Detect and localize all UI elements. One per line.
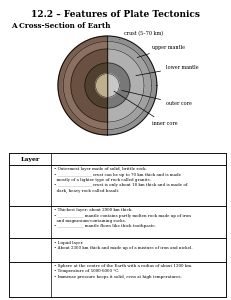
Text: • Thickest layer; about 2900 km thick.
• _____________ mantle contains partly mo: • Thickest layer; about 2900 km thick. •… xyxy=(54,208,191,228)
Text: outer core: outer core xyxy=(122,90,192,106)
Text: 12.2 – Features of Plate Tectonics: 12.2 – Features of Plate Tectonics xyxy=(31,10,200,19)
Polygon shape xyxy=(107,74,119,97)
Text: • Sphere at the centre of the Earth with a radius of about 1200 km.
• Temperatur: • Sphere at the centre of the Earth with… xyxy=(54,264,192,279)
Text: inner core: inner core xyxy=(114,91,177,126)
Polygon shape xyxy=(85,63,107,108)
Bar xyxy=(9,165,226,206)
Polygon shape xyxy=(96,74,107,97)
Polygon shape xyxy=(107,36,157,135)
Polygon shape xyxy=(107,63,130,108)
Bar xyxy=(9,206,226,238)
Text: • Outermost layer made of solid, brittle rock.
• _________________ crust can be : • Outermost layer made of solid, brittle… xyxy=(54,167,187,193)
Text: Layer: Layer xyxy=(20,157,40,161)
Polygon shape xyxy=(107,49,144,122)
Text: lower mantle: lower mantle xyxy=(136,64,199,76)
Bar xyxy=(9,262,226,297)
Polygon shape xyxy=(63,41,107,130)
Polygon shape xyxy=(71,49,107,122)
Polygon shape xyxy=(58,36,107,135)
Text: • Liquid layer.
• About 2300 km thick and made up of a mixture of iron and nicke: • Liquid layer. • About 2300 km thick an… xyxy=(54,241,192,250)
Text: A Cross-Section of Earth: A Cross-Section of Earth xyxy=(12,22,111,30)
Bar xyxy=(9,238,226,262)
Text: crust (5–70 km): crust (5–70 km) xyxy=(120,31,164,40)
Polygon shape xyxy=(107,41,152,130)
Bar xyxy=(9,153,226,165)
Text: upper mantle: upper mantle xyxy=(137,45,185,58)
